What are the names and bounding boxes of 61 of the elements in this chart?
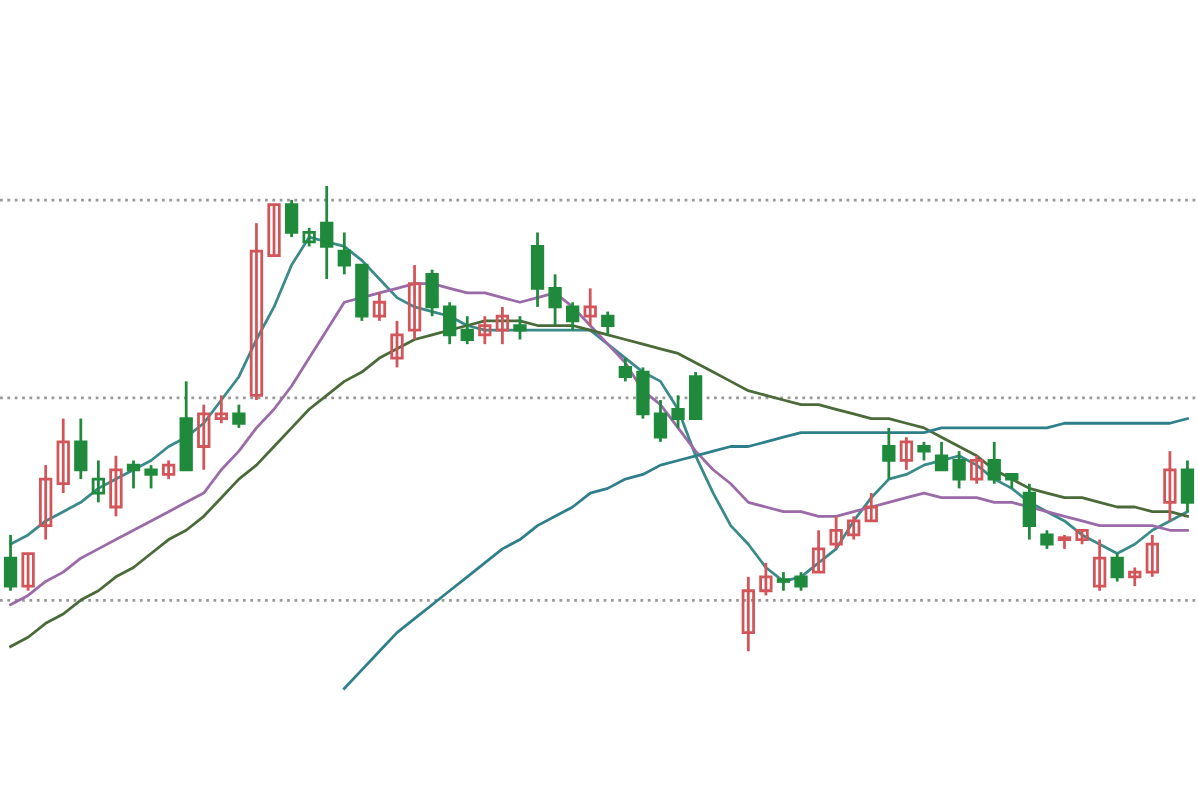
candlestick	[337, 231, 351, 276]
candlestick	[759, 561, 773, 597]
candlestick	[478, 314, 492, 346]
candlestick	[882, 426, 896, 481]
candlestick	[829, 514, 843, 551]
candlestick	[372, 291, 387, 323]
candlestick	[847, 514, 861, 541]
candlestick	[1145, 533, 1159, 579]
candlestick	[56, 417, 70, 495]
candlestick	[970, 454, 984, 486]
candlestick	[91, 459, 106, 504]
candlestick	[583, 286, 597, 327]
candlestick	[161, 459, 176, 481]
candlestick	[320, 184, 334, 281]
candlestick	[284, 198, 299, 239]
candlestick	[232, 403, 246, 430]
candlestick	[934, 440, 949, 472]
candlestick	[513, 314, 527, 341]
candlestick	[794, 570, 808, 593]
candlestick	[109, 454, 123, 518]
candlestick	[1110, 552, 1124, 583]
candlestick	[741, 575, 755, 653]
candlestick	[1022, 482, 1037, 541]
candlestick	[1128, 566, 1142, 588]
candlestick	[197, 403, 211, 472]
candlestick	[3, 533, 18, 593]
candlestick	[74, 417, 88, 481]
candlestick	[899, 435, 914, 472]
candlestick	[688, 370, 703, 420]
candlestick	[653, 398, 668, 444]
candlestick	[249, 221, 264, 402]
candlestick	[214, 393, 228, 425]
candlestick	[864, 491, 878, 523]
candlestick	[390, 319, 404, 369]
candlestick	[144, 463, 158, 490]
candlestick	[1040, 528, 1054, 551]
candlestick	[811, 528, 826, 574]
candlestick	[460, 314, 474, 346]
candlestick	[443, 300, 457, 346]
candlestick	[495, 305, 510, 346]
candlestick	[987, 440, 1001, 486]
candlestick	[1092, 538, 1107, 593]
candlestick	[407, 263, 422, 341]
candlestick	[1163, 449, 1177, 523]
candlestick	[302, 226, 316, 248]
candlestick	[21, 552, 35, 593]
candlestick	[601, 310, 615, 337]
candlestick	[1180, 459, 1195, 514]
candlestick	[671, 393, 685, 430]
candlestick	[267, 203, 281, 258]
candlestick	[425, 268, 439, 318]
candlestick	[39, 463, 53, 541]
candlestick	[636, 366, 650, 420]
candlestick	[565, 300, 580, 332]
candlestick	[917, 440, 931, 462]
candlestick	[952, 449, 966, 490]
candlestick	[548, 272, 562, 327]
candlestick	[776, 570, 791, 593]
candlestick	[126, 459, 141, 490]
candlestick	[530, 231, 545, 309]
candlestick	[618, 356, 633, 383]
